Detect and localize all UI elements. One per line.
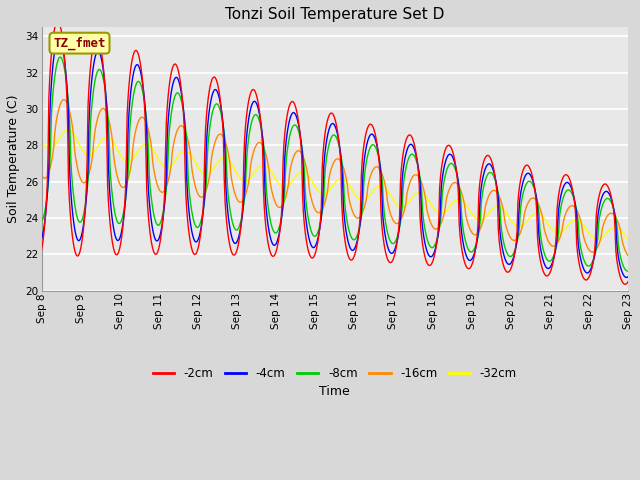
Text: TZ_fmet: TZ_fmet [53,36,106,50]
X-axis label: Time: Time [319,385,350,398]
Y-axis label: Soil Temperature (C): Soil Temperature (C) [7,95,20,223]
Legend: -2cm, -4cm, -8cm, -16cm, -32cm: -2cm, -4cm, -8cm, -16cm, -32cm [148,362,522,384]
Title: Tonzi Soil Temperature Set D: Tonzi Soil Temperature Set D [225,7,444,22]
